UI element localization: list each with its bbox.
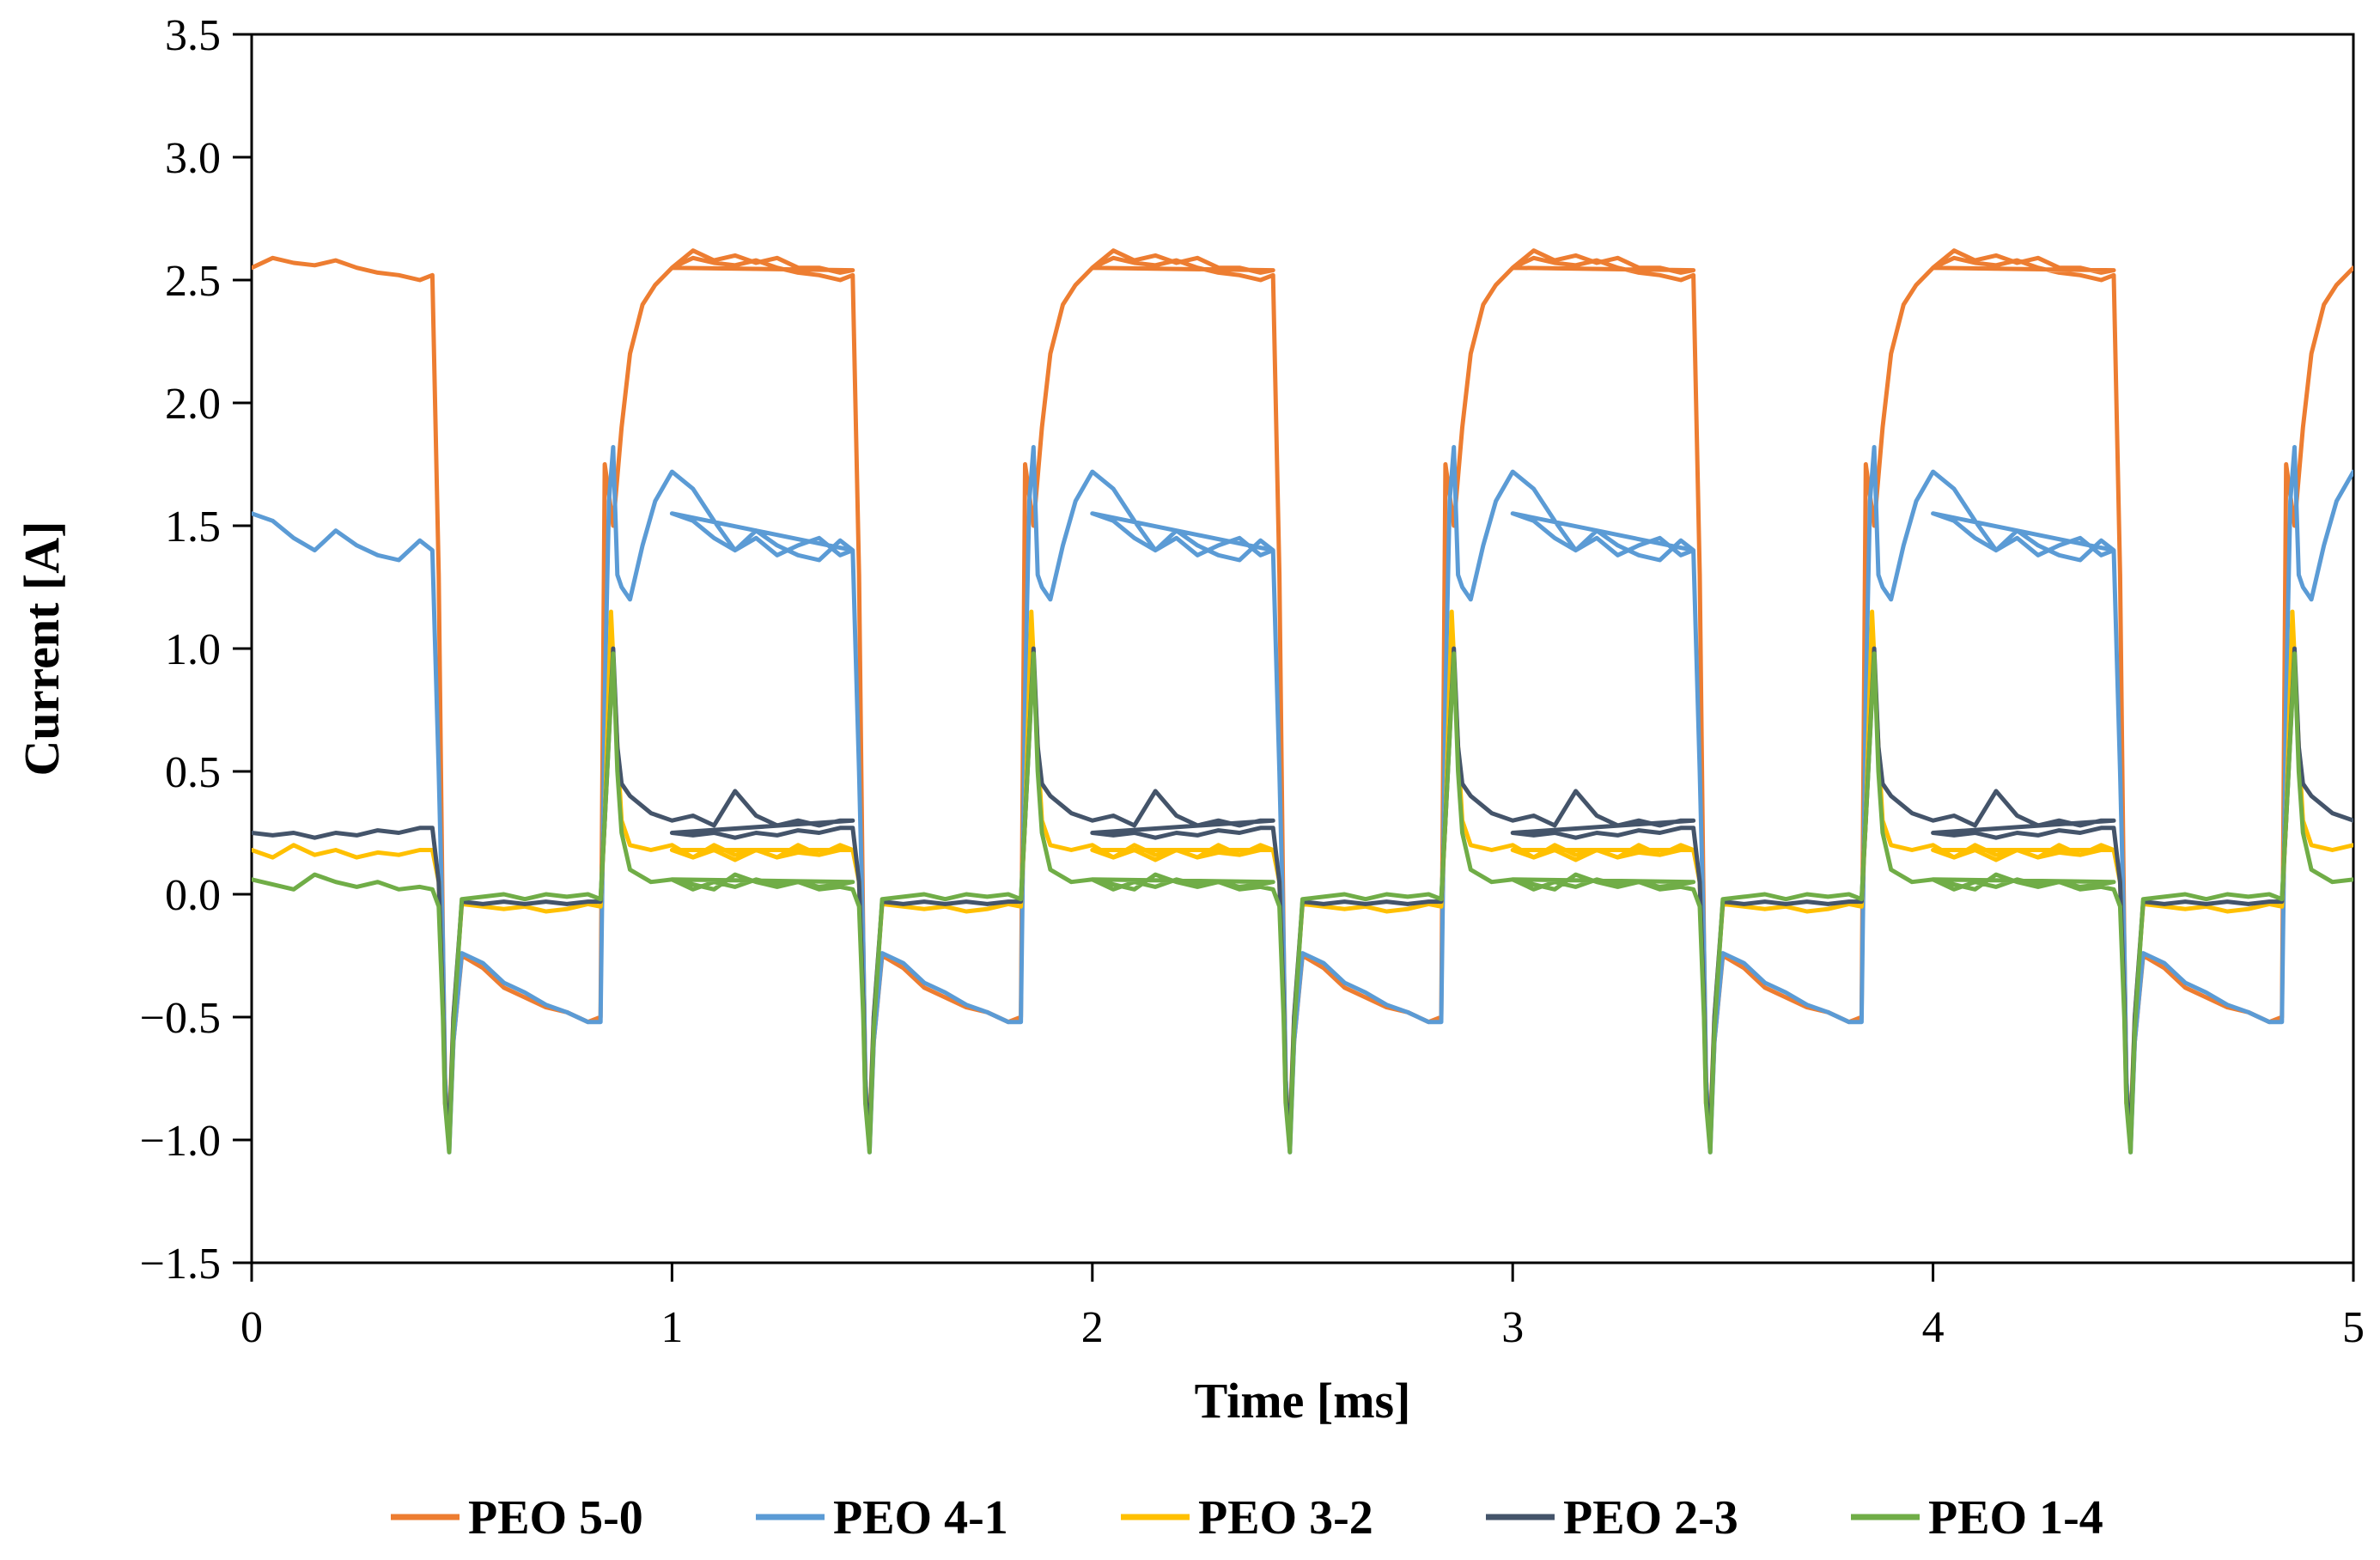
x-tick-label: 4 [1922, 1303, 1945, 1352]
y-tick-label: 3.0 [165, 134, 221, 183]
y-tick-label: 2.0 [165, 380, 221, 429]
y-tick-label: 2.5 [165, 257, 221, 306]
y-axis-title: Current [A] [14, 521, 70, 777]
y-tick-label: 1.5 [165, 503, 221, 551]
series-line [252, 609, 2353, 1130]
plot-frame [250, 33, 2355, 1264]
series-line [252, 651, 2353, 1155]
y-tick-label: 0.0 [165, 871, 221, 920]
x-tick-label: 5 [2342, 1303, 2365, 1352]
x-axis: 0 1 2 3 4 5 [240, 1263, 2365, 1352]
series-line [252, 646, 2353, 1143]
legend-label: PEO 4-1 [833, 1491, 1008, 1545]
y-tick-label: −1.5 [140, 1240, 221, 1289]
x-tick-label: 1 [660, 1303, 683, 1352]
y-tick-label: −0.5 [140, 994, 221, 1043]
legend-label: PEO 3-2 [1198, 1491, 1373, 1545]
legend-label: PEO 5-0 [468, 1491, 643, 1545]
x-tick-label: 2 [1081, 1303, 1104, 1352]
y-tick-label: 0.5 [165, 748, 221, 797]
legend-label: PEO 1-4 [1928, 1491, 2103, 1545]
series-layer [252, 248, 2353, 1155]
x-tick-label: 0 [240, 1303, 263, 1352]
plot-area-border [250, 33, 2355, 1264]
y-tick-label: −1.0 [140, 1117, 221, 1166]
y-tick-label: 3.5 [165, 11, 221, 60]
x-tick-label: 3 [1501, 1303, 1524, 1352]
legend: PEO 5-0 PEO 4-1 PEO 3-2 PEO 2-3 PEO 1-4 [391, 1491, 2103, 1545]
y-tick-label: 1.0 [165, 625, 221, 674]
x-axis-title: Time [ms] [1195, 1373, 1411, 1429]
series-line [252, 445, 2353, 1155]
legend-label: PEO 2-3 [1563, 1491, 1738, 1545]
y-axis: −1.5 −1.0 −0.5 0.0 0.5 1.0 1.5 2.0 2.5 3.0 3.5 [140, 11, 252, 1289]
